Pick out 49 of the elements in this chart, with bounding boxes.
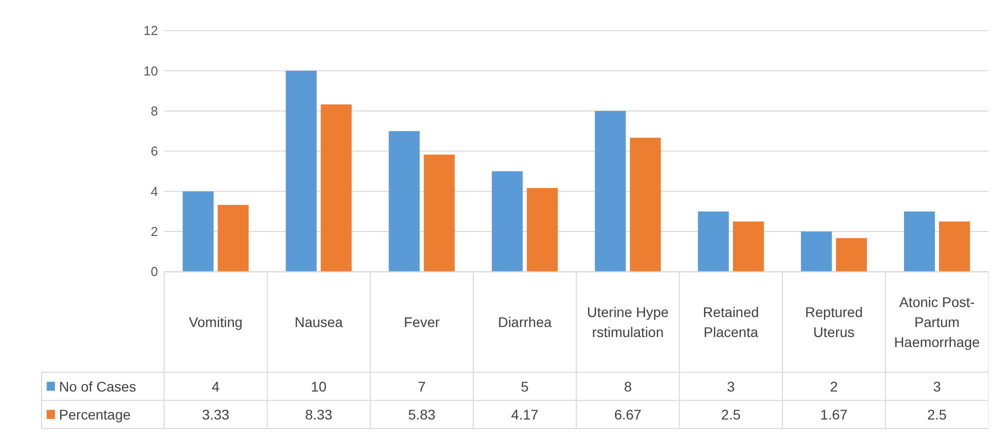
legend-label: No of Cases	[59, 378, 136, 394]
data-label: 4.17	[511, 406, 539, 422]
legend-label: Percentage	[59, 406, 131, 422]
bar	[182, 191, 214, 272]
bar	[630, 138, 661, 272]
bar	[320, 104, 352, 272]
data-label: 8.33	[305, 406, 333, 422]
data-label: 2.5	[927, 406, 947, 422]
x-tick-label: Retained Placenta	[702, 304, 759, 340]
x-tick-label: Vomiting	[188, 314, 243, 330]
data-label: 2	[830, 378, 838, 394]
bar	[836, 238, 867, 272]
data-label: 8	[624, 378, 632, 394]
y-tick-label: 12	[144, 23, 158, 38]
bar	[732, 222, 764, 272]
bar	[388, 131, 420, 272]
bar	[904, 211, 935, 272]
data-label: 5.83	[408, 406, 436, 422]
bar	[286, 70, 317, 272]
data-label: 4	[212, 378, 220, 394]
data-label: 3.33	[202, 406, 230, 422]
data-label: 3	[933, 378, 942, 394]
data-label: 10	[310, 378, 327, 394]
y-tick-label: 4	[150, 184, 158, 199]
data-label: 1.67	[820, 406, 848, 422]
y-tick-label: 0	[150, 264, 158, 280]
x-tick-label: Atonic Post-Partum Haemorrhage	[894, 294, 980, 350]
bar	[939, 222, 970, 272]
y-tick-label: 6	[150, 144, 158, 159]
bar	[698, 211, 729, 272]
y-tick-label: 10	[144, 63, 158, 78]
bar	[218, 204, 249, 272]
bar	[492, 171, 523, 272]
x-tick-label: Reptured Uterus	[805, 304, 863, 340]
y-tick-label: 8	[150, 103, 158, 118]
x-tick-label: Uterine Hyperstimulation	[586, 304, 669, 340]
bar	[424, 154, 455, 272]
x-tick-label: Diarrhea	[498, 314, 552, 330]
bar	[526, 188, 558, 272]
data-label: 6.67	[614, 406, 642, 422]
y-tick-label: 2	[150, 224, 158, 240]
data-label: 2.5	[721, 406, 741, 422]
data-label: 7	[418, 378, 426, 394]
data-label: 3	[727, 378, 735, 394]
bar	[594, 110, 626, 272]
x-tick-label: Nausea	[294, 314, 344, 330]
bar	[800, 232, 832, 272]
x-tick-label: Fever	[404, 314, 440, 330]
data-label: 5	[520, 378, 529, 394]
